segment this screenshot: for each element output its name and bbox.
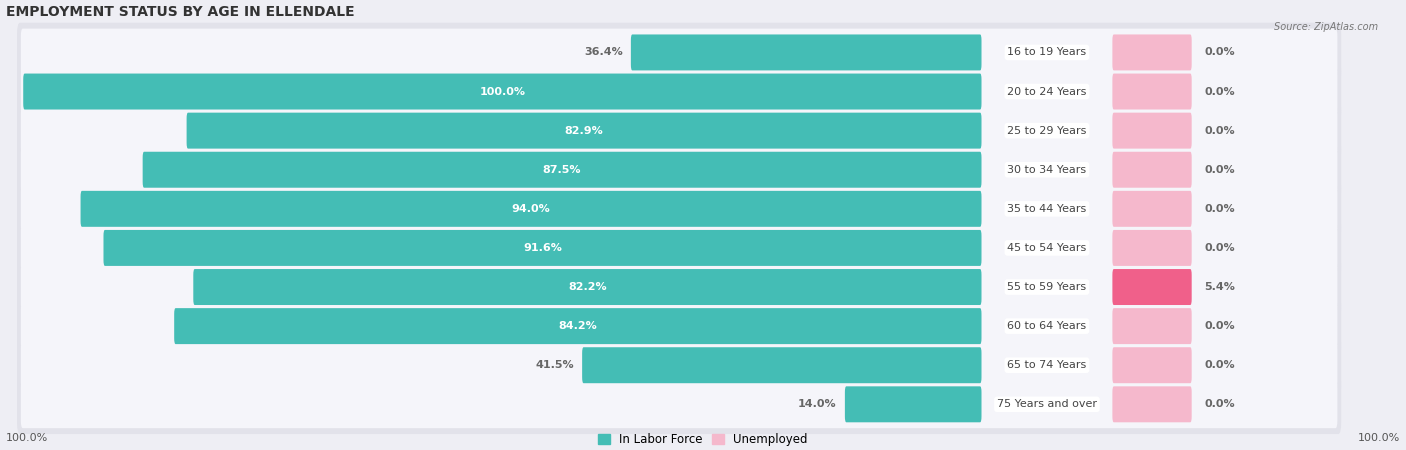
Text: 0.0%: 0.0% bbox=[1205, 86, 1236, 97]
Text: 0.0%: 0.0% bbox=[1205, 126, 1236, 135]
Text: 100.0%: 100.0% bbox=[1358, 432, 1400, 442]
Text: 20 to 24 Years: 20 to 24 Years bbox=[1007, 86, 1087, 97]
FancyBboxPatch shape bbox=[21, 224, 1337, 272]
Text: 41.5%: 41.5% bbox=[536, 360, 574, 370]
FancyBboxPatch shape bbox=[1112, 35, 1192, 70]
Text: 0.0%: 0.0% bbox=[1205, 243, 1236, 253]
FancyBboxPatch shape bbox=[1112, 308, 1192, 344]
FancyBboxPatch shape bbox=[142, 152, 981, 188]
Text: 0.0%: 0.0% bbox=[1205, 399, 1236, 410]
Text: 0.0%: 0.0% bbox=[1205, 165, 1236, 175]
FancyBboxPatch shape bbox=[1112, 387, 1192, 422]
Text: 14.0%: 14.0% bbox=[799, 399, 837, 410]
Text: 100.0%: 100.0% bbox=[479, 86, 526, 97]
FancyBboxPatch shape bbox=[187, 112, 981, 148]
FancyBboxPatch shape bbox=[17, 140, 1341, 199]
FancyBboxPatch shape bbox=[17, 257, 1341, 317]
Text: Source: ZipAtlas.com: Source: ZipAtlas.com bbox=[1274, 22, 1378, 32]
Text: 82.9%: 82.9% bbox=[565, 126, 603, 135]
Text: 45 to 54 Years: 45 to 54 Years bbox=[1007, 243, 1087, 253]
FancyBboxPatch shape bbox=[17, 62, 1341, 121]
FancyBboxPatch shape bbox=[845, 387, 981, 422]
Text: 35 to 44 Years: 35 to 44 Years bbox=[1007, 204, 1087, 214]
FancyBboxPatch shape bbox=[24, 73, 981, 109]
FancyBboxPatch shape bbox=[631, 35, 981, 70]
FancyBboxPatch shape bbox=[17, 374, 1341, 434]
Text: 0.0%: 0.0% bbox=[1205, 204, 1236, 214]
Text: 55 to 59 Years: 55 to 59 Years bbox=[1007, 282, 1087, 292]
FancyBboxPatch shape bbox=[21, 146, 1337, 194]
FancyBboxPatch shape bbox=[21, 107, 1337, 154]
Legend: In Labor Force, Unemployed: In Labor Force, Unemployed bbox=[598, 433, 808, 446]
FancyBboxPatch shape bbox=[21, 302, 1337, 350]
FancyBboxPatch shape bbox=[80, 191, 981, 227]
Text: 5.4%: 5.4% bbox=[1205, 282, 1236, 292]
Text: 65 to 74 Years: 65 to 74 Years bbox=[1007, 360, 1087, 370]
FancyBboxPatch shape bbox=[21, 380, 1337, 428]
FancyBboxPatch shape bbox=[17, 218, 1341, 278]
FancyBboxPatch shape bbox=[1112, 112, 1192, 148]
FancyBboxPatch shape bbox=[582, 347, 981, 383]
Text: 82.2%: 82.2% bbox=[568, 282, 607, 292]
Text: 16 to 19 Years: 16 to 19 Years bbox=[1007, 47, 1087, 58]
FancyBboxPatch shape bbox=[17, 336, 1341, 395]
FancyBboxPatch shape bbox=[1112, 347, 1192, 383]
Text: EMPLOYMENT STATUS BY AGE IN ELLENDALE: EMPLOYMENT STATUS BY AGE IN ELLENDALE bbox=[6, 5, 354, 19]
Text: 0.0%: 0.0% bbox=[1205, 360, 1236, 370]
FancyBboxPatch shape bbox=[1112, 73, 1192, 109]
Text: 60 to 64 Years: 60 to 64 Years bbox=[1007, 321, 1087, 331]
FancyBboxPatch shape bbox=[21, 185, 1337, 233]
FancyBboxPatch shape bbox=[21, 68, 1337, 115]
Text: 25 to 29 Years: 25 to 29 Years bbox=[1007, 126, 1087, 135]
FancyBboxPatch shape bbox=[21, 342, 1337, 389]
FancyBboxPatch shape bbox=[17, 179, 1341, 239]
FancyBboxPatch shape bbox=[1112, 230, 1192, 266]
FancyBboxPatch shape bbox=[21, 263, 1337, 311]
FancyBboxPatch shape bbox=[193, 269, 981, 305]
Text: 30 to 34 Years: 30 to 34 Years bbox=[1007, 165, 1087, 175]
FancyBboxPatch shape bbox=[21, 29, 1337, 76]
FancyBboxPatch shape bbox=[1112, 269, 1192, 305]
FancyBboxPatch shape bbox=[174, 308, 981, 344]
Text: 84.2%: 84.2% bbox=[558, 321, 598, 331]
Text: 91.6%: 91.6% bbox=[523, 243, 562, 253]
Text: 36.4%: 36.4% bbox=[583, 47, 623, 58]
Text: 87.5%: 87.5% bbox=[543, 165, 581, 175]
Text: 0.0%: 0.0% bbox=[1205, 47, 1236, 58]
Text: 100.0%: 100.0% bbox=[6, 432, 48, 442]
Text: 94.0%: 94.0% bbox=[512, 204, 550, 214]
FancyBboxPatch shape bbox=[17, 101, 1341, 160]
Text: 75 Years and over: 75 Years and over bbox=[997, 399, 1097, 410]
FancyBboxPatch shape bbox=[1112, 152, 1192, 188]
FancyBboxPatch shape bbox=[17, 22, 1341, 82]
Text: 0.0%: 0.0% bbox=[1205, 321, 1236, 331]
FancyBboxPatch shape bbox=[17, 297, 1341, 356]
FancyBboxPatch shape bbox=[1112, 191, 1192, 227]
FancyBboxPatch shape bbox=[104, 230, 981, 266]
